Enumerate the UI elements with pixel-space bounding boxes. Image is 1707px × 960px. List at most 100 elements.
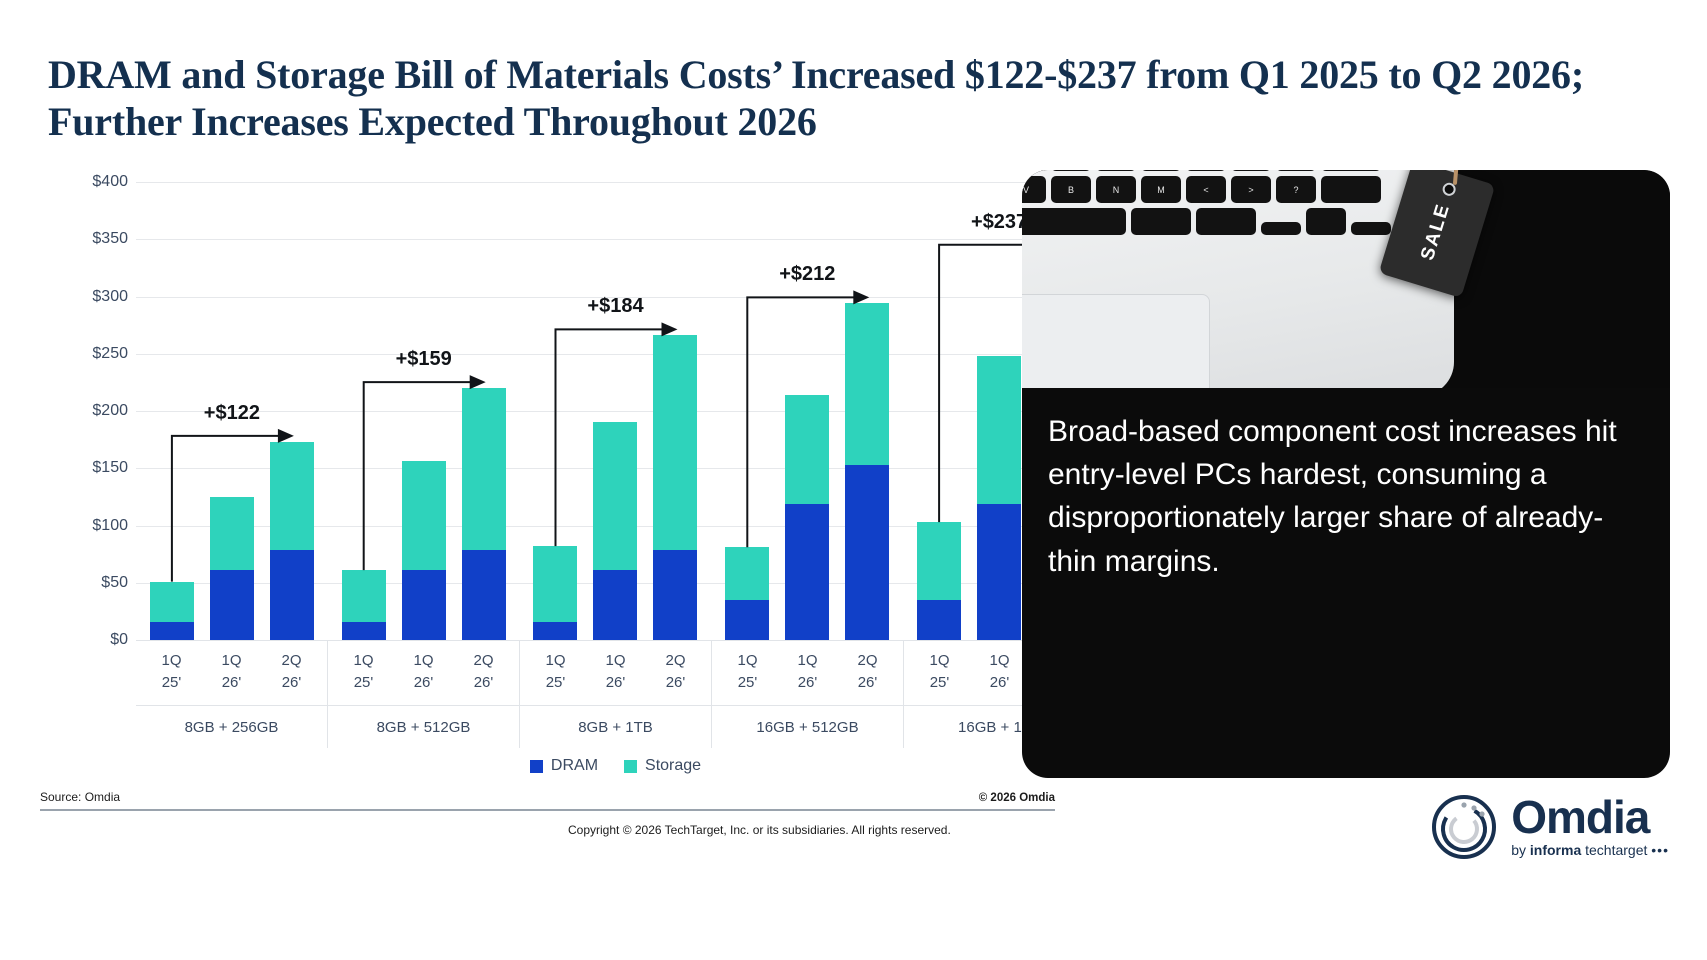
tag-string [1452, 170, 1461, 186]
bar-segment-dram[interactable] [149, 621, 194, 640]
bar-segment-dram[interactable] [653, 549, 698, 640]
bar-segment-dram[interactable] [725, 599, 770, 640]
grid-line [136, 296, 1095, 298]
x-axis-group: 1Q 25' 1Q 26' 2Q 26' 8GB + 1TB [520, 640, 712, 748]
bar-segment-dram[interactable] [209, 570, 254, 640]
y-axis-tick: $200 [92, 402, 128, 419]
sale-tag-text: SALE [1417, 200, 1455, 263]
keyboard-key: N [1096, 176, 1136, 203]
keyboard-key: L [1186, 170, 1226, 171]
keyboard-key [1321, 176, 1381, 203]
x-axis-quarter-label: 1Q 26' [989, 652, 1010, 691]
stacked-bar[interactable] [533, 546, 578, 640]
bar-segment-storage[interactable] [341, 570, 386, 622]
source-text: Source: Omdia [40, 790, 121, 804]
bar-segment-dram[interactable] [533, 621, 578, 640]
stacked-bar[interactable] [149, 581, 194, 640]
y-axis-tick: $0 [110, 631, 128, 648]
bar-segment-storage[interactable] [917, 522, 962, 600]
legend-swatch [624, 759, 638, 773]
stacked-bar[interactable] [341, 570, 386, 640]
x-axis-quarter-label: 1Q 25' [545, 652, 566, 691]
y-axis-tick: $300 [92, 287, 128, 305]
keyboard-key: > [1231, 176, 1271, 203]
delta-arrow-icon [170, 428, 294, 582]
delta-annotation: +$122 [136, 182, 1095, 640]
keyboard-key: J [1096, 170, 1136, 171]
x-axis-quarter-label: 1Q 26' [605, 652, 626, 691]
delta-annotation: +$159 [136, 182, 1095, 640]
callout-text: Broad-based component cost increases hit… [1048, 415, 1617, 578]
delta-label: +$122 [203, 401, 260, 424]
brand-sub-rest: techtarget [1581, 842, 1648, 859]
bar-segment-storage[interactable] [149, 581, 194, 622]
x-axis-group: 1Q 25' 1Q 26' 2Q 26' 16GB + 512GB [712, 640, 904, 748]
bar-segment-dram[interactable] [593, 570, 638, 640]
keyboard-key [1321, 170, 1381, 171]
bar-segment-dram[interactable] [341, 621, 386, 640]
bar-segment-storage[interactable] [533, 546, 578, 622]
bar-segment-dram[interactable] [977, 503, 1022, 640]
x-axis-quarter-label: 1Q 26' [221, 652, 242, 691]
omdia-logo: Omdia by informa techtarget ••• [1429, 792, 1669, 862]
plot-area: $400 $350 $300 $250 $200 $150 $100 $50 $0 +$122 +… [40, 173, 1095, 648]
x-axis-category-label: 16GB + 1TB [958, 718, 1041, 736]
delta-arrow-icon [554, 322, 678, 547]
x-axis: 1Q 25' 1Q 26' 2Q 26' 8GB + 256GB 1Q 25' 1Q 26' 2Q 26… [136, 640, 1095, 748]
bar-segment-dram[interactable] [401, 570, 446, 640]
omdia-wordmark: Omdia by informa techtarget ••• [1511, 790, 1669, 859]
brand-sub-prefix: by [1511, 842, 1530, 859]
legend-item[interactable]: DRAM [529, 757, 599, 775]
source-row: Source: Omdia © 2026 Omdia [40, 790, 1055, 811]
keyboard-key [1131, 208, 1191, 235]
footer-copyright: Copyright © 2026 TechTarget, Inc. or its… [568, 823, 951, 837]
x-axis-quarter-label: 1Q 25' [161, 652, 182, 691]
keyboard-key: " [1276, 170, 1316, 171]
x-axis-group: 1Q 25' 1Q 26' 2Q 26' 8GB + 512GB [328, 640, 520, 748]
grid-line [136, 182, 1095, 183]
legend-label: DRAM [550, 757, 599, 774]
keyboard-key: < [1186, 176, 1226, 203]
x-axis-group: 1Q 25' 1Q 26' 2Q 26' 8GB + 256GB [136, 640, 328, 748]
brand-dots: ••• [1651, 842, 1669, 859]
y-axis-tick: $400 [92, 173, 128, 190]
keyboard-key: K [1141, 170, 1181, 171]
legend-item[interactable]: Storage [624, 757, 701, 775]
stacked-bar[interactable] [917, 522, 962, 640]
x-axis-category-label: 8GB + 1TB [578, 718, 653, 736]
delta-annotation: +$212 [136, 182, 1095, 640]
x-axis-category-label: 16GB + 512GB [756, 718, 859, 736]
delta-arrow-icon [362, 375, 486, 571]
delta-label: +$237 [971, 210, 1028, 233]
y-axis-tick: $50 [101, 573, 128, 591]
x-axis-category-label: 8GB + 256GB [184, 718, 279, 736]
brand-name: Omdia [1511, 790, 1650, 843]
delta-label: +$212 [779, 263, 836, 286]
bar-segment-storage[interactable] [725, 547, 770, 600]
x-axis-quarter-label: 1Q 26' [797, 652, 818, 691]
y-axis-tick: $150 [92, 459, 128, 477]
delta-arrow-icon [746, 290, 870, 548]
y-axis-tick: $100 [92, 516, 128, 534]
keyboard-key [1306, 208, 1346, 235]
y-axis: $400 $350 $300 $250 $200 $150 $100 $50 $0 [40, 173, 136, 648]
stacked-bar[interactable] [725, 547, 770, 640]
chart-legend: DRAM Storage [136, 754, 1095, 778]
keyboard-row: G H J K L; " [1022, 170, 1410, 171]
trackpad [1022, 294, 1210, 388]
keyboard-key: ? [1276, 176, 1316, 203]
x-axis-quarter-label: 1Q 25' [353, 652, 374, 691]
bar-segment-dram[interactable] [917, 599, 962, 640]
x-axis-quarter-label: 1Q 25' [929, 652, 950, 691]
source-copyright: © 2026 Omdia [978, 792, 1055, 804]
omdia-mark-icon [1432, 795, 1497, 859]
keyboard-key [1261, 222, 1301, 235]
brand-sub-bold: informa [1529, 842, 1582, 859]
